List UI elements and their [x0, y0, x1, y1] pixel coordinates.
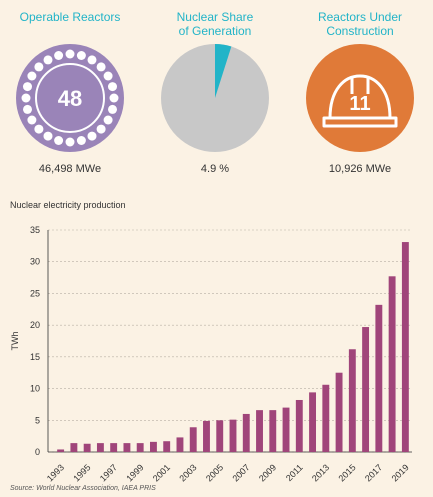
bar-2002 [176, 437, 184, 452]
bar-2017 [375, 304, 383, 452]
bar-2014 [335, 372, 343, 452]
bar-2015 [348, 349, 356, 452]
dot-ring-icon [21, 49, 119, 147]
bar-2000 [149, 441, 157, 452]
x-tick-label: 2013 [310, 462, 331, 483]
bar-2009 [269, 410, 277, 452]
bar-1994 [70, 443, 78, 452]
bar-2010 [282, 407, 290, 452]
inner-ring [35, 63, 105, 133]
y-tick-label: 25 [30, 288, 40, 298]
operable-reactors-count: 48 [58, 86, 82, 111]
y-axis-label: TWh [10, 332, 20, 351]
construction-title: Reactors Under Construction [300, 10, 420, 38]
bar-1995 [83, 443, 91, 452]
y-tick-label: 20 [30, 320, 40, 330]
y-tick-label: 0 [35, 447, 40, 457]
badge-circle [16, 44, 124, 152]
ring-dot [96, 62, 106, 72]
operable-reactors-badge: 48 [16, 44, 124, 152]
ring-dot [65, 49, 75, 59]
ring-dot [103, 71, 113, 81]
bar-2019 [401, 242, 409, 452]
construction-title-line2: Construction [326, 24, 394, 38]
ring-dot [54, 50, 64, 60]
ring-dot [108, 104, 118, 114]
ring-dot [76, 136, 86, 146]
pie-nuclear-slice [215, 44, 232, 98]
bar-2011 [295, 399, 303, 452]
x-tick-label: 2005 [204, 462, 225, 483]
x-tick-label: 1995 [71, 462, 92, 483]
construction-count: 11 [349, 93, 370, 115]
bar-1996 [96, 443, 104, 452]
nuclear-share-title-line2: of Generation [178, 24, 252, 38]
x-tick-label: 1997 [98, 462, 119, 483]
ring-dot [54, 136, 64, 146]
hard-hat-icon [322, 74, 398, 128]
operable-reactors-title: Operable Reactors [19, 10, 121, 24]
bar-2016 [362, 327, 370, 452]
ring-dot [34, 62, 44, 72]
x-tick-label: 1999 [124, 462, 145, 483]
ring-dot [103, 115, 113, 125]
nuclear-share-pie [161, 44, 269, 152]
operable-reactors-capacity: 46,498 MWe [38, 163, 102, 175]
x-tick-label: 2007 [230, 462, 251, 483]
y-tick-label: 10 [30, 384, 40, 394]
bar-2006 [229, 419, 237, 452]
bar-1993 [57, 449, 65, 452]
ring-dot [22, 104, 32, 114]
bar-2013 [322, 384, 330, 452]
y-tick-label: 30 [30, 257, 40, 267]
nuclear-share-title-line1: Nuclear Share [176, 10, 254, 24]
ring-dot [34, 124, 44, 134]
nuclear-share-title: Nuclear Share of Generation [155, 10, 275, 38]
x-tick-label: 2011 [284, 462, 305, 483]
x-tick-label: 2001 [151, 462, 172, 483]
bar-2005 [216, 420, 224, 452]
bar-2018 [388, 276, 396, 452]
bar-1998 [123, 443, 131, 452]
bar-2007 [242, 413, 250, 452]
y-tick-label: 35 [30, 225, 40, 235]
ring-dot [27, 115, 37, 125]
ring-dot [27, 71, 37, 81]
x-tick-label: 2009 [257, 462, 278, 483]
construction-badge: 11 [306, 44, 414, 152]
ring-dot [21, 93, 31, 103]
x-tick-label: 2003 [177, 462, 198, 483]
x-tick-label: 1993 [45, 462, 66, 483]
bar-1997 [110, 443, 118, 452]
construction-capacity: 10,926 MWe [328, 163, 392, 175]
ring-dot [96, 124, 106, 134]
x-tick-label: 2019 [390, 462, 411, 483]
bar-2001 [163, 441, 171, 452]
ring-dot [87, 131, 97, 141]
x-tick-label: 2017 [363, 462, 384, 483]
ring-dot [108, 82, 118, 92]
bar-2008 [256, 410, 263, 452]
construction-title-line1: Reactors Under [317, 10, 403, 24]
bar-1999 [136, 443, 144, 452]
y-tick-label: 5 [35, 415, 40, 425]
ring-dot [43, 55, 53, 65]
bar-2004 [203, 420, 210, 452]
ring-dot [43, 131, 53, 141]
bar-2012 [309, 392, 317, 452]
nuclear-share-value: 4.9 % [200, 163, 230, 175]
ring-dot [76, 50, 86, 60]
ring-dot [87, 55, 97, 65]
chart-caption: Nuclear electricity production [10, 200, 126, 210]
x-tick-label: 2015 [337, 462, 358, 483]
source-note: Source: World Nuclear Association, IAEA … [10, 485, 156, 492]
y-tick-label: 15 [30, 352, 40, 362]
ring-dot [65, 137, 75, 147]
bar-2003 [189, 427, 197, 452]
ring-dot [109, 93, 119, 103]
ring-dot [22, 82, 32, 92]
